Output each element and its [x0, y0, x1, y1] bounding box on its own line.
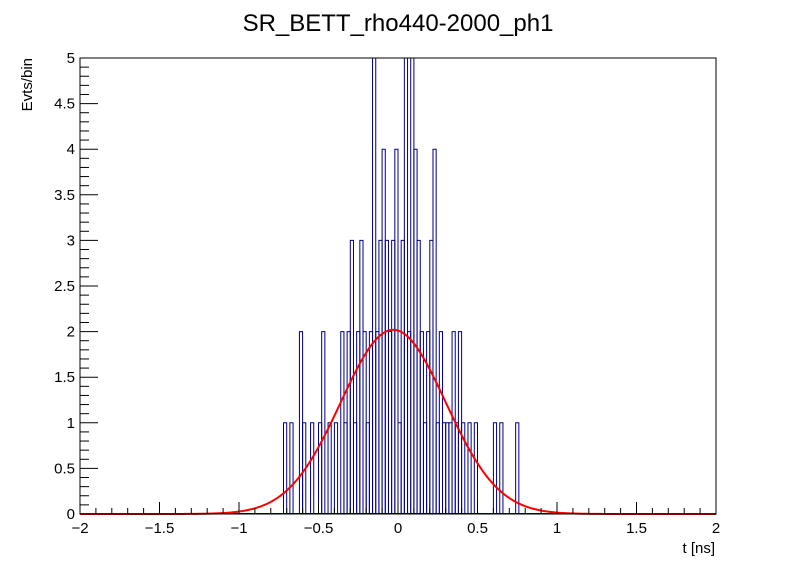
- y-axis: 0 0.5 1 1.5 2 2.5 3 3.5 4 4.5 5: [54, 50, 98, 523]
- histogram-bin: [310, 422, 315, 514]
- y-tick-label: 4.5: [54, 96, 75, 113]
- histogram-bin: [333, 422, 339, 514]
- x-tick-label: 0: [394, 520, 402, 537]
- y-tick-label: 4: [67, 141, 75, 158]
- histogram-bin: [432, 148, 437, 514]
- histogram-bin: [461, 422, 466, 514]
- x-tick-label: −2: [71, 520, 88, 537]
- y-tick-label: 2.5: [54, 278, 75, 295]
- y-tick-label: 5: [67, 50, 75, 67]
- x-tick-label: 0.5: [467, 520, 488, 537]
- x-tick-label: −1: [230, 520, 247, 537]
- histogram-bin: [283, 422, 288, 514]
- x-axis-label: t [ns]: [682, 540, 715, 557]
- histogram-bin: [321, 331, 326, 514]
- x-tick-label: 2: [712, 520, 720, 537]
- histogram-bin: [473, 422, 478, 514]
- x-tick-label: −0.5: [304, 520, 334, 537]
- histogram-bin: [327, 422, 332, 514]
- x-tick-label: −1.5: [145, 520, 175, 537]
- histogram-bin: [499, 422, 504, 514]
- y-tick-label: 1: [67, 415, 75, 432]
- y-axis-label: Evts/bin: [19, 58, 36, 111]
- y-tick-label: 0.5: [54, 460, 75, 477]
- histogram-bin: [289, 422, 294, 514]
- x-tick-label: 1.5: [626, 520, 647, 537]
- y-tick-label: 3.5: [54, 187, 75, 204]
- histogram-bin: [467, 422, 472, 514]
- histogram-bin: [492, 422, 498, 514]
- chart-title: SR_BETT_rho440-2000_ph1: [243, 10, 554, 37]
- histogram-bin: [515, 422, 520, 514]
- y-tick-label: 3: [67, 232, 75, 249]
- x-axis: −2 −1.5 −1 −0.5 0 0.5 1 1.5 2: [71, 502, 720, 537]
- y-tick-label: 2: [67, 324, 75, 341]
- x-tick-label: 1: [553, 520, 561, 537]
- y-tick-label: 0: [67, 506, 75, 523]
- y-tick-label: 1.5: [54, 369, 75, 386]
